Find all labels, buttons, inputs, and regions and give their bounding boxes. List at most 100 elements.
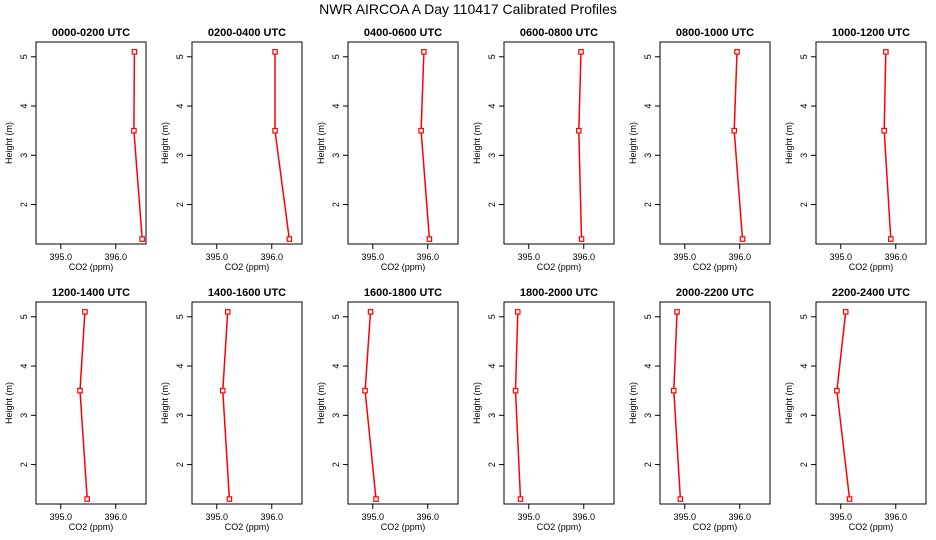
x-tick-label: 396.0 xyxy=(572,252,595,262)
x-tick-label: 395.0 xyxy=(829,252,852,262)
data-point xyxy=(421,49,427,55)
x-tick-label: 396.0 xyxy=(728,252,751,262)
x-axis-label: CO2 (ppm) xyxy=(849,522,894,532)
data-point xyxy=(418,127,424,134)
x-tick-label: 395.0 xyxy=(205,252,228,262)
series-line xyxy=(222,311,231,500)
subplot-title: 0200-0400 UTC xyxy=(208,27,286,39)
subplot-title: 1200-1400 UTC xyxy=(52,287,130,299)
plot-frame xyxy=(815,41,927,245)
subplot-title: 0000-0200 UTC xyxy=(52,27,130,39)
series-line xyxy=(578,51,583,240)
y-tick-label: 3 xyxy=(799,153,809,158)
series-line xyxy=(883,51,892,240)
x-tick-label: 395.0 xyxy=(829,512,852,522)
data-point xyxy=(575,127,582,134)
y-tick-label: 3 xyxy=(487,413,497,418)
subplot-1: 0000-0200 UTC 395.0 396.0 2 3 4 5 CO2 (ppm) Heig… xyxy=(4,27,147,272)
data-point xyxy=(578,236,585,242)
subplot-2: 0200-0400 UTC 395.0 396.0 2 3 4 5 CO2 (ppm) Heig… xyxy=(160,27,303,272)
y-tick-label: 3 xyxy=(799,413,809,418)
data-point xyxy=(373,496,379,502)
subplot-7: 1200-1400 UTC 395.0 396.0 2 3 4 5 CO2 (ppm) Heig… xyxy=(4,287,147,532)
y-tick-label: 4 xyxy=(487,364,497,369)
plot-frame xyxy=(35,301,147,505)
y-tick-label: 2 xyxy=(331,462,341,467)
plot-frame xyxy=(191,41,303,245)
subplot-9: 1600-1800 UTC 395.0 396.0 2 3 4 5 CO2 (ppm) Heig… xyxy=(316,287,459,532)
y-tick-label: 2 xyxy=(19,202,29,207)
y-tick-label: 3 xyxy=(643,153,653,158)
y-axis-label: Height (m) xyxy=(628,382,638,424)
plot-frame xyxy=(503,301,615,505)
series-line xyxy=(79,311,88,500)
x-tick-label: 396.0 xyxy=(572,512,595,522)
series-line xyxy=(274,51,291,240)
plot-frame xyxy=(815,301,927,505)
y-tick-label: 2 xyxy=(487,202,497,207)
series-line xyxy=(733,51,744,240)
x-tick-label: 396.0 xyxy=(884,512,907,522)
series-line xyxy=(514,311,522,500)
x-tick-label: 396.0 xyxy=(416,512,439,522)
x-axis-label: CO2 (ppm) xyxy=(849,262,894,272)
x-tick-label: 395.0 xyxy=(673,512,696,522)
subplot-5: 0800-1000 UTC 395.0 396.0 2 3 4 5 CO2 (ppm) Heig… xyxy=(628,27,771,272)
y-tick-label: 2 xyxy=(331,202,341,207)
x-axis-label: CO2 (ppm) xyxy=(693,522,738,532)
subplot-title: 1800-2000 UTC xyxy=(520,287,598,299)
y-tick-label: 4 xyxy=(799,104,809,109)
data-point xyxy=(224,309,231,315)
data-point xyxy=(272,127,278,134)
series-line xyxy=(133,51,143,240)
plot-frame xyxy=(347,41,459,245)
data-point xyxy=(734,49,740,55)
y-tick-label: 2 xyxy=(799,202,809,207)
data-point xyxy=(131,127,137,134)
y-tick-label: 5 xyxy=(799,54,809,59)
data-point xyxy=(517,496,524,502)
y-tick-label: 4 xyxy=(175,104,185,109)
y-tick-label: 4 xyxy=(331,104,341,109)
data-point xyxy=(834,387,840,394)
data-point xyxy=(677,496,684,502)
series-line xyxy=(420,51,431,240)
subplot-3: 0400-0600 UTC 395.0 396.0 2 3 4 5 CO2 (ppm) Heig… xyxy=(316,27,459,272)
data-point xyxy=(842,309,849,315)
y-axis-label: Height (m) xyxy=(784,382,794,424)
x-tick-label: 396.0 xyxy=(416,252,439,262)
data-point xyxy=(77,387,83,394)
y-tick-label: 5 xyxy=(19,314,29,319)
data-point xyxy=(131,49,138,55)
x-tick-label: 395.0 xyxy=(49,252,72,262)
y-axis-label: Height (m) xyxy=(316,122,326,164)
plot-frame xyxy=(659,41,771,245)
y-axis-label: Height (m) xyxy=(4,382,14,424)
y-tick-label: 2 xyxy=(175,202,185,207)
y-tick-label: 4 xyxy=(643,364,653,369)
x-tick-label: 395.0 xyxy=(517,512,540,522)
y-tick-label: 3 xyxy=(331,413,341,418)
data-point xyxy=(84,496,90,502)
x-axis-label: CO2 (ppm) xyxy=(225,522,270,532)
data-point xyxy=(674,309,680,315)
y-tick-label: 5 xyxy=(487,314,497,319)
plot-frame xyxy=(347,301,459,505)
x-axis-label: CO2 (ppm) xyxy=(537,522,582,532)
data-point xyxy=(881,127,888,134)
subplot-10: 1800-2000 UTC 395.0 396.0 2 3 4 5 CO2 (ppm) Heig… xyxy=(472,287,615,532)
series-line xyxy=(364,311,377,500)
data-point xyxy=(739,236,746,242)
y-axis-label: Height (m) xyxy=(4,122,14,164)
data-point xyxy=(272,49,278,55)
data-point xyxy=(362,387,368,394)
x-tick-label: 395.0 xyxy=(205,512,228,522)
subplot-4: 0600-0800 UTC 395.0 396.0 2 3 4 5 CO2 (ppm) Heig… xyxy=(472,27,615,272)
data-point xyxy=(670,387,677,394)
y-axis-label: Height (m) xyxy=(628,122,638,164)
x-tick-label: 395.0 xyxy=(517,252,540,262)
y-tick-label: 5 xyxy=(799,314,809,319)
x-axis-label: CO2 (ppm) xyxy=(537,262,582,272)
